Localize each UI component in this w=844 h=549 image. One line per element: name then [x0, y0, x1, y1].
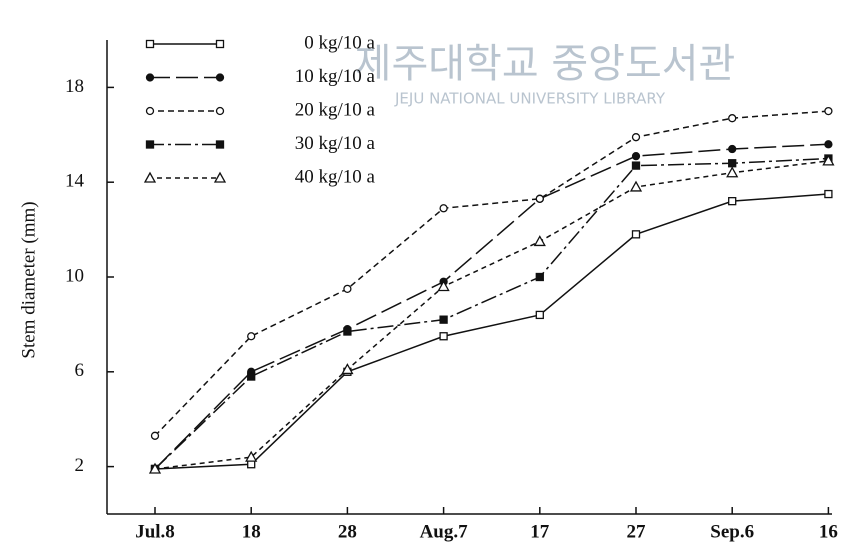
marker	[629, 180, 643, 192]
watermark: JEJU NATIONAL UNIVERSITY LIBRARY	[394, 90, 666, 108]
marker	[245, 450, 258, 462]
series-line	[154, 160, 829, 470]
legend-label: 10 kg/10 a	[295, 66, 376, 87]
legend-label: 0 kg/10 a	[304, 32, 375, 53]
marker	[533, 235, 546, 247]
y-tick-label: 18	[65, 76, 84, 97]
marker	[437, 280, 450, 292]
marker	[824, 140, 833, 149]
x-tick-label: 16	[819, 521, 838, 542]
x-tick-label: Sep.6	[710, 521, 754, 542]
marker	[343, 327, 352, 336]
marker	[824, 189, 833, 199]
x-tick-label: 18	[242, 521, 261, 542]
marker	[213, 171, 227, 183]
marker	[726, 166, 739, 178]
watermark: 제주대학교 중앙도서관	[355, 41, 736, 87]
marker	[535, 194, 544, 203]
marker	[535, 310, 544, 320]
series-line	[154, 157, 829, 470]
marker	[728, 197, 737, 206]
marker	[247, 332, 256, 341]
marker	[145, 106, 155, 116]
series-line	[154, 193, 829, 470]
marker	[215, 39, 225, 49]
marker	[215, 106, 225, 116]
y-tick-label: 2	[75, 455, 85, 476]
marker	[535, 272, 544, 282]
legend-label: 20 kg/10 a	[295, 99, 376, 120]
marker	[824, 106, 833, 116]
y-axis-label: Stem diameter (mm)	[18, 201, 39, 358]
legend-label: 30 kg/10 a	[295, 133, 376, 154]
marker	[728, 159, 737, 168]
marker	[631, 230, 641, 239]
marker	[631, 161, 641, 170]
marker	[728, 144, 737, 154]
marker	[439, 204, 448, 213]
x-tick-label: 27	[627, 521, 647, 542]
marker	[822, 154, 835, 166]
x-tick-label: Jul.8	[135, 521, 175, 542]
x-tick-label: Aug.7	[420, 521, 469, 542]
marker	[143, 171, 157, 183]
marker	[341, 363, 354, 375]
marker	[439, 315, 448, 324]
marker	[247, 460, 256, 469]
marker	[247, 372, 256, 381]
marker	[148, 462, 162, 474]
marker	[728, 114, 737, 123]
x-tick-label: 17	[530, 521, 550, 542]
marker	[343, 284, 352, 294]
marker	[145, 140, 155, 149]
series-line	[154, 143, 829, 470]
x-tick-label: 28	[338, 521, 357, 542]
marker	[215, 73, 225, 82]
marker	[145, 73, 155, 82]
y-tick-label: 10	[65, 265, 84, 286]
marker	[631, 151, 641, 161]
marker	[215, 140, 225, 149]
marker	[439, 332, 448, 341]
series-line	[154, 110, 829, 437]
marker	[150, 431, 160, 440]
y-tick-label: 6	[75, 360, 85, 381]
marker	[631, 133, 641, 142]
y-tick-label: 14	[65, 171, 85, 192]
legend-label: 40 kg/10 a	[295, 166, 376, 187]
marker	[145, 39, 155, 49]
